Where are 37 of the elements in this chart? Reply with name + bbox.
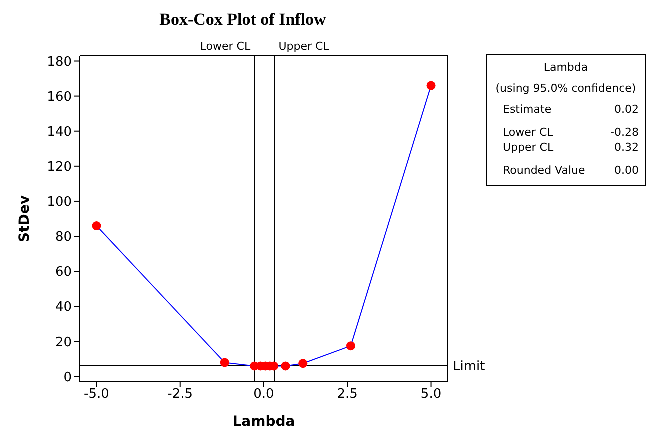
y-tick-label: 0 bbox=[64, 370, 72, 386]
y-tick-label: 140 bbox=[47, 124, 72, 140]
text: Rounded Value bbox=[503, 164, 586, 177]
point bbox=[426, 81, 436, 90]
point bbox=[298, 359, 308, 368]
text: 0.02 bbox=[614, 103, 639, 116]
text: Upper CL bbox=[503, 141, 554, 154]
x-tick-label: -2.5 bbox=[168, 387, 194, 402]
y-axis-title: StDev bbox=[16, 195, 33, 243]
point bbox=[92, 222, 102, 231]
x-tick-label: 0.0 bbox=[254, 387, 274, 402]
text: 0.32 bbox=[614, 141, 639, 154]
y-tick-label: 80 bbox=[55, 230, 72, 246]
text: 0.00 bbox=[614, 164, 639, 177]
y-tick-label: 120 bbox=[47, 160, 72, 176]
y-tick-label: 40 bbox=[55, 300, 72, 316]
x-tick-label: -5.0 bbox=[84, 387, 110, 402]
text: Lambda bbox=[542, 61, 590, 74]
y-tick-label: 100 bbox=[47, 195, 72, 210]
y-tick-label: 20 bbox=[55, 335, 72, 350]
x-axis-title: Lambda bbox=[232, 414, 296, 430]
chart-title: Box-Cox Plot of Inflow bbox=[158, 10, 328, 30]
y-tick-label: 60 bbox=[55, 265, 72, 280]
text: -0.28 bbox=[610, 126, 639, 139]
y-tick-label: 180 bbox=[47, 54, 72, 70]
ref-line-label: Upper CL bbox=[278, 40, 330, 53]
ref-line-label: Lower CL bbox=[200, 40, 252, 53]
point bbox=[281, 362, 290, 371]
x-tick-label: 5.0 bbox=[420, 387, 442, 402]
point bbox=[346, 342, 356, 351]
point bbox=[220, 358, 230, 368]
x-tick-label: 2.5 bbox=[337, 387, 358, 402]
text: (using 95.0% confidence) bbox=[494, 82, 638, 95]
y-tick-label: 160 bbox=[47, 90, 72, 105]
text: Lower CL bbox=[503, 126, 554, 139]
text: Estimate bbox=[503, 103, 552, 116]
ref-line-label: Limit bbox=[453, 359, 486, 374]
